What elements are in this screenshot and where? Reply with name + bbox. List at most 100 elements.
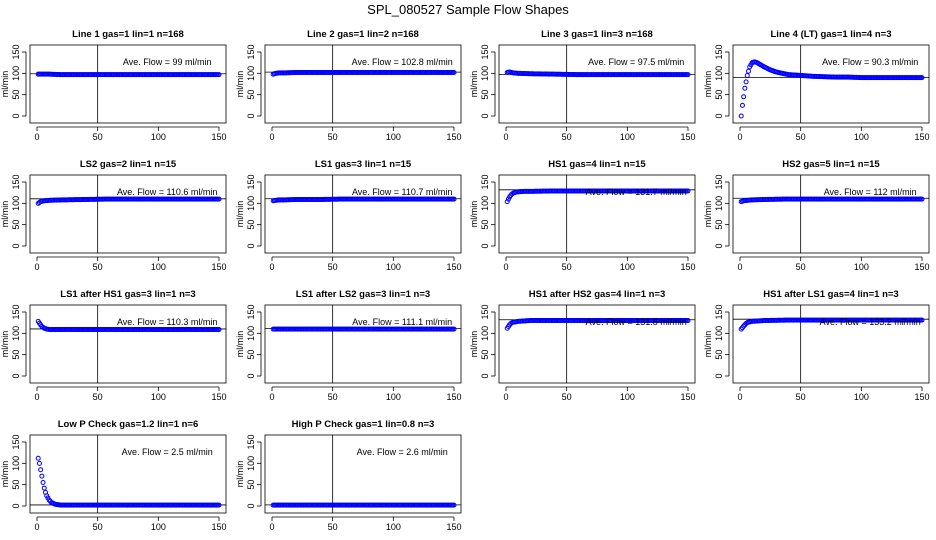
y-tick-label: 0 [246,503,256,508]
y-tick-label: 50 [714,90,724,100]
average-flow-annotation: Ave. Flow = 110.6 ml/min [117,187,217,197]
plot-frame [29,44,227,124]
x-tick-label: 100 [620,262,635,272]
data-point [685,318,691,324]
y-tick-label: 50 [246,350,256,360]
y-axis-label: ml/min [0,331,10,358]
y-tick-label: 100 [11,66,21,81]
data-point [216,196,222,202]
y-axis-label: ml/min [469,71,479,98]
plot-frame [29,304,227,384]
y-tick-label: 100 [480,196,490,211]
y-tick-label: 50 [714,220,724,230]
x-tick-label: 150 [211,262,226,272]
y-tick-label: 150 [246,434,256,449]
data-point [39,473,45,479]
y-tick-label: 50 [714,350,724,360]
y-tick-label: 100 [246,456,256,471]
series-points [738,196,925,205]
x-tick-label: 100 [620,392,635,402]
y-tick-label: 0 [246,113,256,118]
plot-frame [264,44,462,124]
series-points [504,188,691,205]
plot-frame [264,174,462,254]
data-point [738,326,744,332]
x-tick-label: 150 [914,132,929,142]
y-tick-label: 0 [480,243,490,248]
series-points [504,318,691,331]
y-axis-label: ml/min [703,71,713,98]
x-tick-label: 100 [386,132,401,142]
chart-title: Line 4 (LT) gas=1 lin=4 n=3 [771,29,892,40]
data-point [216,72,222,78]
y-tick-label: 100 [246,326,256,341]
chart-title: HS1 after LS1 gas=4 lin=1 n=3 [763,289,898,300]
y-tick-label: 150 [11,44,21,59]
x-tick-label: 100 [386,262,401,272]
data-point [738,113,744,119]
y-tick-label: 0 [11,243,21,248]
plot-frame [264,434,462,514]
y-tick-label: 50 [480,350,490,360]
data-point [685,188,691,194]
y-tick-label: 0 [11,373,21,378]
chart-panel: Line 2 gas=1 lin=2 n=168 0 50 100 150 0 50 100 1… [235,29,462,142]
plot-frame [29,174,227,254]
y-tick-label: 100 [11,196,21,211]
chart-panel: Line 1 gas=1 lin=1 n=168 0 50 100 150 0 50 100 1… [0,29,227,142]
x-tick-label: 150 [211,392,226,402]
data-point [743,79,749,85]
y-tick-label: 50 [11,90,21,100]
x-tick-label: 0 [737,132,742,142]
data-point [41,485,47,491]
data-point [38,467,44,473]
y-axis-label: ml/min [235,71,245,98]
data-point [919,317,925,323]
chart-panel: LS2 gas=2 lin=1 n=15 0 50 100 150 0 50 100 150 ml… [0,159,227,272]
y-axis-label: ml/min [703,201,713,228]
plot-frame [732,304,930,384]
data-point [741,94,747,100]
y-tick-label: 150 [480,44,490,59]
data-point [40,480,46,486]
x-tick-label: 50 [562,262,572,272]
y-tick-label: 150 [714,174,724,189]
x-tick-label: 150 [446,132,461,142]
y-tick-label: 100 [480,66,490,81]
x-tick-label: 0 [737,392,742,402]
x-tick-label: 50 [328,522,338,532]
y-axis-label: ml/min [235,461,245,488]
x-tick-label: 150 [211,132,226,142]
x-tick-label: 150 [446,392,461,402]
chart-title: HS2 gas=5 lin=1 n=15 [782,159,880,170]
chart-title: Low P Check gas=1.2 lin=1 n=6 [58,419,199,430]
y-tick-label: 100 [11,326,21,341]
x-tick-label: 50 [328,392,338,402]
y-tick-label: 0 [11,113,21,118]
x-tick-label: 50 [328,132,338,142]
x-tick-label: 50 [796,392,806,402]
average-flow-annotation: Ave. Flow = 97.5 ml/min [588,57,684,67]
plot-frame [498,44,696,124]
x-tick-label: 0 [269,132,274,142]
y-tick-label: 50 [11,350,21,360]
y-tick-label: 150 [714,304,724,319]
x-tick-label: 100 [854,262,869,272]
series-points [504,69,691,78]
y-tick-label: 50 [480,220,490,230]
y-tick-label: 100 [480,326,490,341]
y-tick-label: 0 [11,503,21,508]
x-tick-label: 50 [93,392,103,402]
chart-title: HS1 gas=4 lin=1 n=15 [548,159,646,170]
y-tick-label: 150 [246,174,256,189]
x-tick-label: 0 [34,262,39,272]
x-tick-label: 50 [93,262,103,272]
figure-title: SPL_080527 Sample Flow Shapes [367,2,569,17]
y-tick-label: 0 [714,373,724,378]
data-point [35,455,41,461]
x-tick-label: 100 [386,522,401,532]
data-point [451,69,457,75]
y-tick-label: 100 [246,66,256,81]
x-tick-label: 100 [854,392,869,402]
